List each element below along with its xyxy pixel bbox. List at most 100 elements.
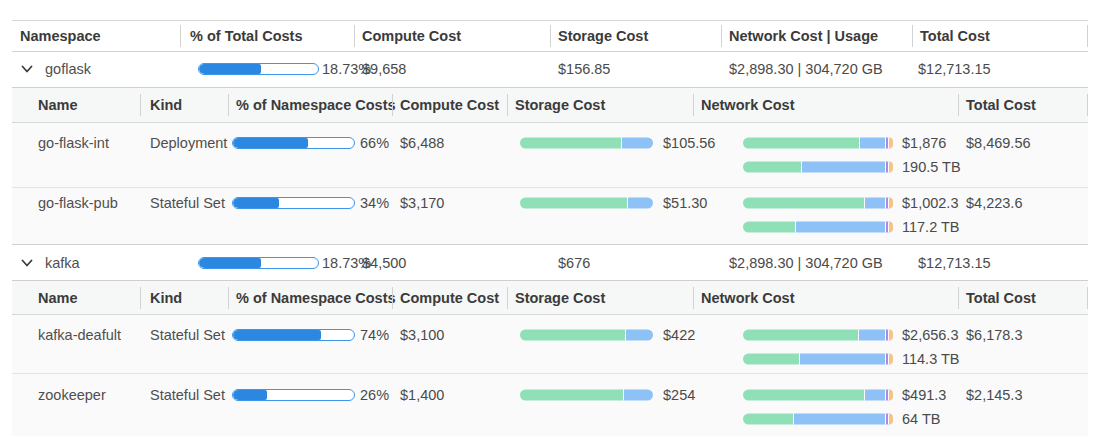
col-header-storage: Storage Cost: [515, 97, 605, 113]
storage-cost-value: $676: [558, 255, 590, 271]
col-header-pct-namespace: % of Namespace Costs: [236, 97, 396, 113]
bar-segment-green: [520, 138, 622, 149]
network-cost-value: $1,876: [902, 135, 946, 151]
compute-cost-value: $3,100: [400, 327, 444, 343]
namespace-name[interactable]: kafka: [45, 255, 80, 271]
bar-segment-blue: [800, 354, 886, 365]
percent-namespace-bar: [232, 389, 355, 401]
percent-namespace-bar: [232, 137, 355, 149]
total-cost-value: $4,223.6: [966, 195, 1022, 211]
network-usage-value: 64 TB: [902, 411, 940, 427]
percent-total-bar: [198, 257, 319, 269]
bar-segment-orange: [889, 162, 893, 173]
workload-row-line-2: 64 TB: [0, 407, 1100, 431]
col-header-pct-namespace: % of Namespace Costs: [236, 290, 396, 306]
bar-segment-green: [743, 390, 865, 401]
total-cost-value: $6,178.3: [966, 327, 1022, 343]
column-divider: [507, 94, 508, 116]
col-header-network: Network Cost | Usage: [729, 28, 878, 44]
column-divider: [1087, 287, 1088, 309]
storage-cost-bar: [520, 390, 653, 401]
bar-segment-blue: [859, 330, 886, 341]
col-header-total: Total Cost: [920, 28, 990, 44]
namespace-row-goflask[interactable]: goflask 18.73% $9,658 $156.85 $2,898.30 …: [0, 51, 1100, 87]
network-usage-value: 114.3 TB: [902, 351, 960, 367]
bar-segment-green: [743, 414, 794, 425]
column-divider: [1087, 25, 1088, 47]
bar-segment-orange: [889, 414, 893, 425]
col-header-name: Name: [38, 290, 78, 306]
divider: [12, 373, 1088, 374]
column-divider: [354, 25, 355, 47]
column-divider: [958, 287, 959, 309]
column-divider: [228, 287, 229, 309]
percent-total-bar: [198, 63, 319, 75]
column-divider: [721, 25, 722, 47]
bar-segment-blue: [796, 222, 886, 233]
col-header-total: Total Cost: [966, 97, 1036, 113]
col-header-kind: Kind: [150, 290, 182, 306]
bar-segment-green: [520, 330, 626, 341]
percent-total-bar-fill: [199, 258, 261, 268]
namespace-row-kafka[interactable]: kafka 18.73% $4,500 $676 $2,898.30 | 304…: [0, 245, 1100, 280]
network-cost-value: $491.3: [902, 387, 946, 403]
col-header-namespace: Namespace: [20, 28, 101, 44]
total-cost-value: $2,145.3: [966, 387, 1022, 403]
workload-row-line-1: go-flask-pub Stateful Set 34% $3,170 $51…: [0, 191, 1100, 215]
column-divider: [912, 25, 913, 47]
workload-header-row: Name Kind % of Namespace Costs Compute C…: [0, 281, 1100, 314]
workload-row-line-2: 190.5 TB: [0, 155, 1100, 179]
divider: [12, 122, 1088, 123]
storage-cost-value: $105.56: [663, 135, 715, 151]
compute-cost-value: $3,170: [400, 195, 444, 211]
total-cost-value: $8,469.56: [966, 135, 1031, 151]
percent-namespace-bar-fill: [233, 330, 321, 340]
column-divider: [228, 94, 229, 116]
workload-kind: Stateful Set: [150, 327, 225, 343]
col-header-compute: Compute Cost: [362, 28, 461, 44]
percent-namespace-value: 66%: [360, 135, 389, 151]
workload-header-row: Name Kind % of Namespace Costs Compute C…: [0, 88, 1100, 122]
network-usage-bar: [743, 162, 893, 173]
bar-segment-blue: [802, 162, 886, 173]
workload-row-line-2: 117.2 TB: [0, 215, 1100, 239]
network-cost-bar: [743, 138, 893, 149]
divider: [12, 314, 1088, 315]
col-header-total: Total Cost: [966, 290, 1036, 306]
bar-segment-blue: [865, 198, 886, 209]
percent-namespace-bar: [232, 197, 355, 209]
bar-segment-blue: [624, 390, 653, 401]
col-header-pct-total: % of Total Costs: [190, 28, 303, 44]
column-divider: [140, 287, 141, 309]
column-divider: [1087, 94, 1088, 116]
bar-segment-green: [743, 162, 802, 173]
col-header-compute: Compute Cost: [400, 97, 499, 113]
network-cost-bar: [743, 390, 893, 401]
storage-cost-value: $254: [663, 387, 695, 403]
workload-kind: Stateful Set: [150, 195, 225, 211]
network-usage-bar: [743, 222, 893, 233]
storage-cost-value: $422: [663, 327, 695, 343]
chevron-down-icon[interactable]: [20, 256, 34, 270]
bar-segment-green: [743, 354, 800, 365]
network-cost-usage-value: $2,898.30 | 304,720 GB: [729, 61, 883, 77]
divider: [12, 187, 1088, 188]
col-header-network: Network Cost: [701, 290, 794, 306]
chevron-down-icon[interactable]: [20, 62, 34, 76]
network-cost-bar: [743, 198, 893, 209]
bar-segment-green: [743, 330, 859, 341]
percent-namespace-value: 74%: [360, 327, 389, 343]
workload-kind: Stateful Set: [150, 387, 225, 403]
bar-segment-orange: [889, 330, 893, 341]
compute-cost-value: $1,400: [400, 387, 444, 403]
network-cost-value: $1,002.3: [902, 195, 958, 211]
col-header-kind: Kind: [150, 97, 182, 113]
workload-row-line-1: kafka-deafult Stateful Set 74% $3,100 $4…: [0, 323, 1100, 347]
workload-name: kafka-deafult: [38, 327, 121, 343]
compute-cost-value: $6,488: [400, 135, 444, 151]
workload-row-line-1: go-flask-int Deployment 66% $6,488 $105.…: [0, 131, 1100, 155]
bar-segment-blue: [860, 138, 886, 149]
namespace-name[interactable]: goflask: [45, 61, 91, 77]
col-header-name: Name: [38, 97, 78, 113]
bar-segment-blue: [794, 414, 886, 425]
